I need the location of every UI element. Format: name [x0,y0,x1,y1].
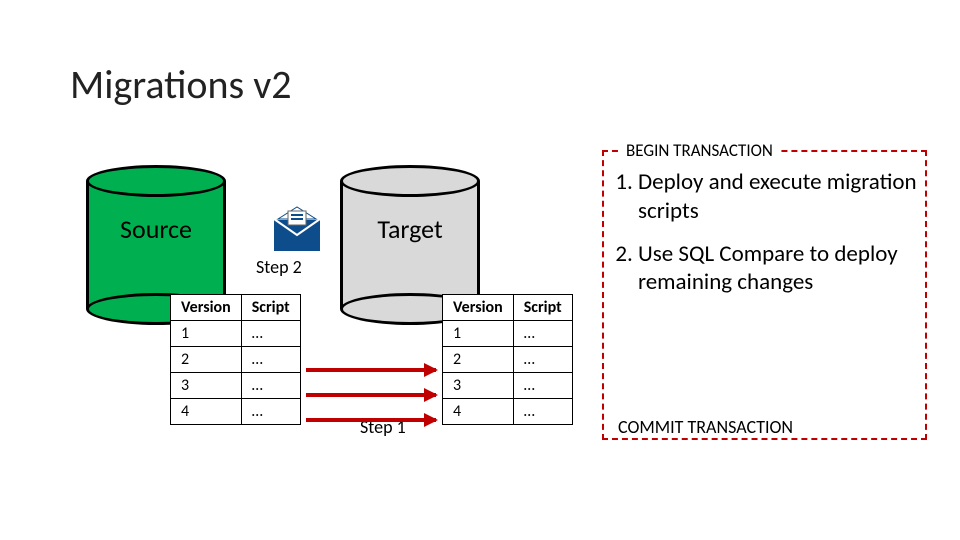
table-header: Script [241,295,300,321]
target-version-table: VersionScript1…2…3…4… [442,294,573,425]
step-2-label: Step 2 [256,256,302,278]
transaction-step: Use SQL Compare to deploy remaining chan… [638,240,919,298]
table-row: 2… [443,347,573,373]
source-label: Source [86,213,226,245]
page-title: Migrations v2 [70,60,292,109]
table-header: Version [443,295,514,321]
table-header: Version [171,295,242,321]
transaction-box: BEGIN TRANSACTION Deploy and execute mig… [602,150,927,440]
table-row: 4… [443,399,573,425]
migration-arrow [306,368,436,372]
table-row: 3… [171,373,301,399]
migration-arrow [306,418,436,422]
transaction-steps: Deploy and execute migration scripts Use … [610,168,919,297]
table-row: 1… [443,321,573,347]
table-header: Script [513,295,572,321]
table-row: 4… [171,399,301,425]
target-label: Target [340,213,480,245]
table-row: 2… [171,347,301,373]
table-row: 1… [171,321,301,347]
commit-transaction-label: COMMIT TRANSACTION [618,416,793,438]
table-row: 3… [443,373,573,399]
source-version-table: VersionScript1…2…3…4… [170,294,301,425]
migration-arrow [306,393,436,397]
begin-transaction-label: BEGIN TRANSACTION [620,140,779,161]
package-icon [272,205,322,253]
transaction-step: Deploy and execute migration scripts [638,168,919,226]
